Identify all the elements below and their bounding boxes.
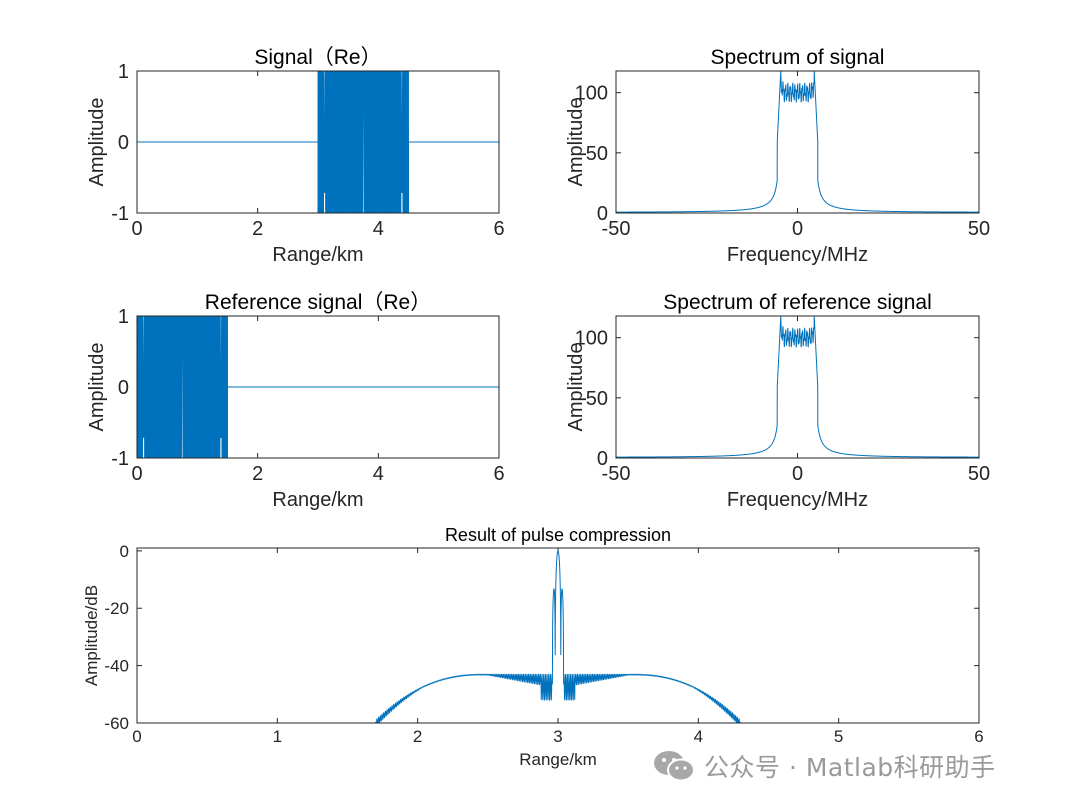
x-axis-label: Frequency/MHz	[727, 244, 868, 266]
y-tick-label: -1	[111, 448, 129, 470]
chart-title: Signal（Re）	[254, 46, 381, 69]
axes-box	[615, 70, 980, 214]
y-axis-label: Amplitude/dB	[82, 585, 101, 686]
axes-box	[136, 315, 500, 459]
x-tick-label: 0	[792, 463, 803, 485]
x-tick-label: 0	[132, 727, 141, 746]
y-tick-label: 50	[586, 143, 608, 165]
y-axis-label: Amplitude	[86, 98, 108, 187]
x-axis-label: Range/km	[272, 244, 363, 266]
x-tick-label: 6	[493, 463, 504, 485]
chart-title: Result of pulse compression	[445, 525, 671, 545]
y-tick-label: 100	[575, 83, 608, 105]
x-tick-label: 6	[493, 218, 504, 240]
chart-compression: 0 1 2 3 4 5 6 -60 -40 -20 0 Result of pulse compres…	[82, 525, 984, 769]
y-tick-label: 50	[586, 388, 608, 410]
x-tick-label: 0	[131, 463, 142, 485]
x-tick-label: 50	[968, 218, 990, 240]
y-tick-label: 100	[575, 328, 608, 350]
y-tick-label: -40	[104, 657, 129, 676]
series-line	[137, 71, 499, 213]
x-axis-label: Frequency/MHz	[727, 489, 868, 511]
chart-title: Reference signal（Re）	[205, 291, 431, 314]
y-tick-label: 0	[597, 448, 608, 470]
x-tick-label: 6	[974, 727, 983, 746]
watermark: 公众号 · Matlab科研助手	[652, 746, 996, 786]
watermark-text: 公众号 · Matlab科研助手	[704, 753, 996, 782]
axes-box	[615, 315, 980, 459]
y-tick-label: 0	[118, 132, 129, 154]
x-tick-label: 2	[413, 727, 422, 746]
chart-title: Spectrum of reference signal	[663, 291, 931, 314]
axes-box	[136, 70, 500, 214]
axes-box	[136, 547, 980, 724]
y-tick-label: -1	[111, 203, 129, 225]
x-tick-label: 0	[792, 218, 803, 240]
series-line	[137, 316, 499, 458]
x-tick-label: 4	[373, 218, 384, 240]
x-tick-label: 2	[252, 463, 263, 485]
y-tick-label: 0	[120, 542, 129, 561]
x-tick-label: -50	[602, 463, 631, 485]
x-tick-label: 1	[273, 727, 282, 746]
y-axis-label: Amplitude	[86, 343, 108, 432]
chart-title: Spectrum of signal	[711, 46, 885, 69]
x-tick-label: 5	[834, 727, 843, 746]
y-axis-label: Amplitude	[565, 98, 587, 187]
x-axis-label: Range/km	[272, 489, 363, 511]
x-tick-label: 4	[373, 463, 384, 485]
y-tick-label: -60	[104, 714, 129, 733]
x-tick-label: 4	[694, 727, 703, 746]
y-tick-label: 0	[597, 203, 608, 225]
series-line	[616, 316, 979, 458]
x-tick-label: 3	[553, 727, 562, 746]
series-line	[616, 71, 979, 213]
x-axis-label: Range/km	[519, 750, 596, 769]
x-tick-label: 50	[968, 463, 990, 485]
series-line	[375, 550, 741, 723]
y-axis-label: Amplitude	[565, 343, 587, 432]
y-tick-label: 1	[118, 61, 129, 83]
wechat-icon	[654, 751, 695, 782]
y-tick-label: -20	[104, 599, 129, 618]
x-tick-label: -50	[602, 218, 631, 240]
x-tick-label: 0	[131, 218, 142, 240]
y-tick-label: 0	[118, 377, 129, 399]
y-tick-label: 1	[118, 306, 129, 328]
x-tick-label: 2	[252, 218, 263, 240]
